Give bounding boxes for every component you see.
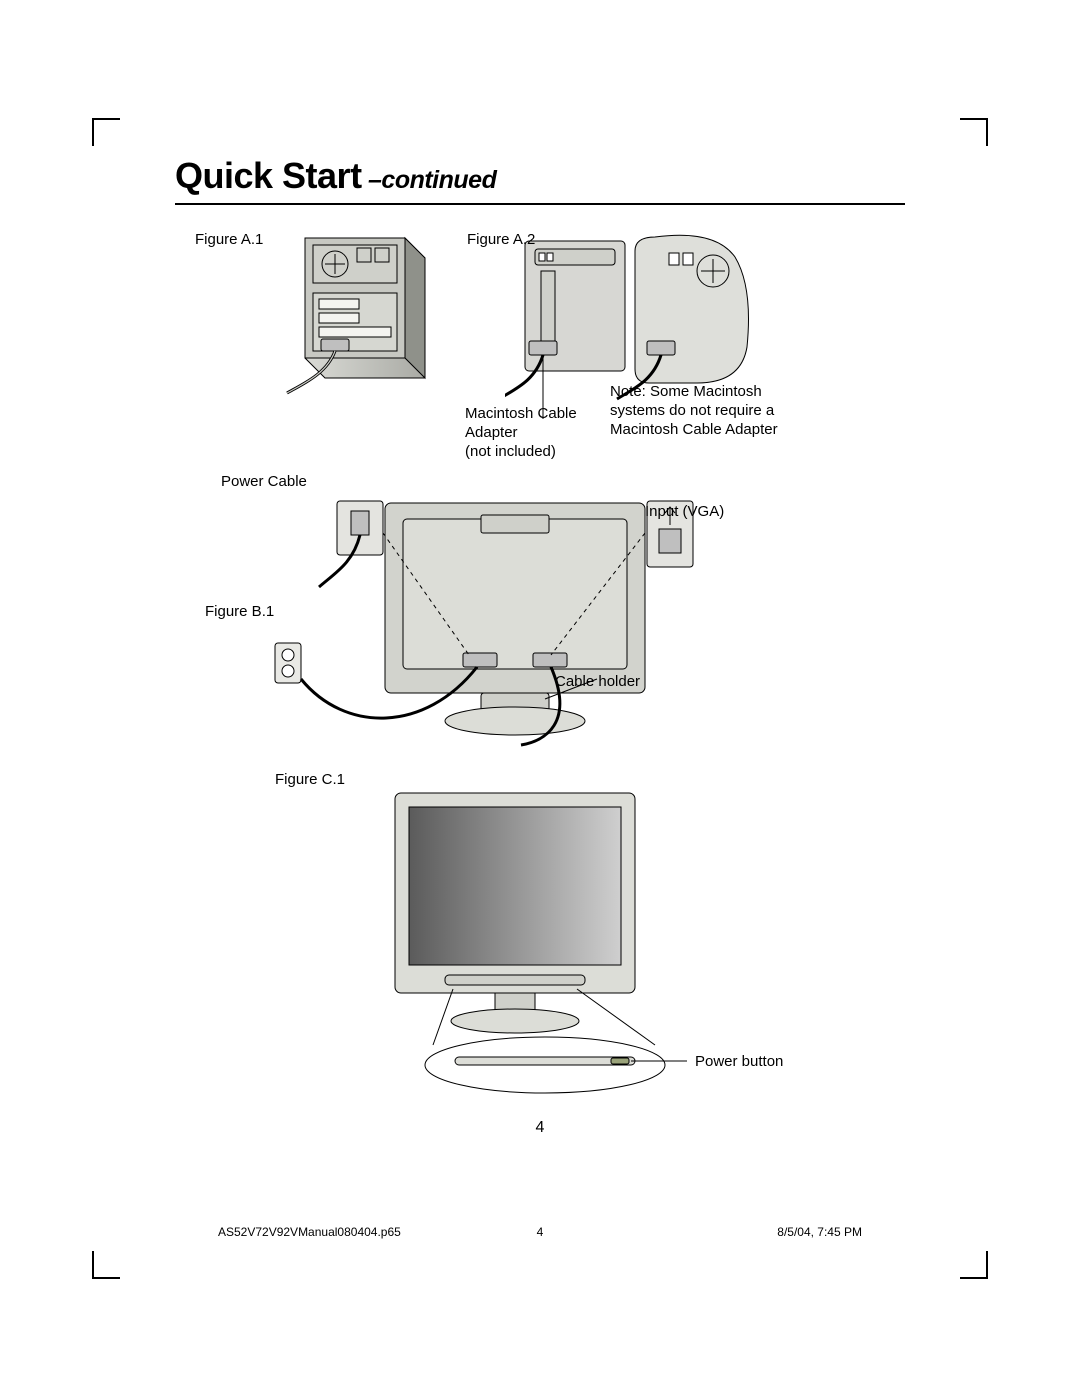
footer-filename: AS52V72V92VManual080404.p65	[218, 1225, 401, 1239]
crop-mark-br	[960, 1251, 988, 1279]
crop-mark-tl	[92, 118, 120, 146]
label-power-button: Power button	[695, 1053, 783, 1072]
footer-timestamp: 8/5/04, 7:45 PM	[777, 1225, 862, 1239]
title-suffix: –continued	[362, 166, 497, 194]
crop-mark-tr	[960, 118, 988, 146]
label-fig-c1: Figure C.1	[275, 771, 345, 790]
figure-b1-diagram	[245, 493, 745, 753]
label-fig-a2: Figure A.2	[467, 231, 535, 250]
label-fig-b1: Figure B.1	[205, 603, 274, 622]
figure-c1-diagram	[355, 783, 715, 1103]
diagram-area: Figure A.1 Figure A.2 Macintosh Cable Ad…	[175, 223, 905, 1093]
page-title: Quick Start –continued	[175, 155, 905, 197]
label-input-vga: Input (VGA)	[645, 503, 724, 522]
title-rule	[175, 203, 905, 205]
label-mac-note: Note: Some Macintosh systems do not requ…	[610, 383, 778, 439]
label-power-cable: Power Cable	[221, 473, 307, 492]
footer-page: 4	[537, 1225, 544, 1239]
footer: AS52V72V92VManual080404.p65 4 8/5/04, 7:…	[218, 1225, 862, 1239]
label-mac-adapter: Macintosh Cable Adapter (not included)	[465, 405, 577, 461]
page-number: 4	[0, 1119, 1080, 1137]
crop-mark-bl	[92, 1251, 120, 1279]
figure-a1-diagram	[275, 223, 455, 423]
content-area: Quick Start –continued	[175, 155, 905, 1093]
label-cable-holder: Cable holder	[555, 673, 640, 692]
label-fig-a1: Figure A.1	[195, 231, 263, 250]
title-main: Quick Start	[175, 155, 362, 196]
